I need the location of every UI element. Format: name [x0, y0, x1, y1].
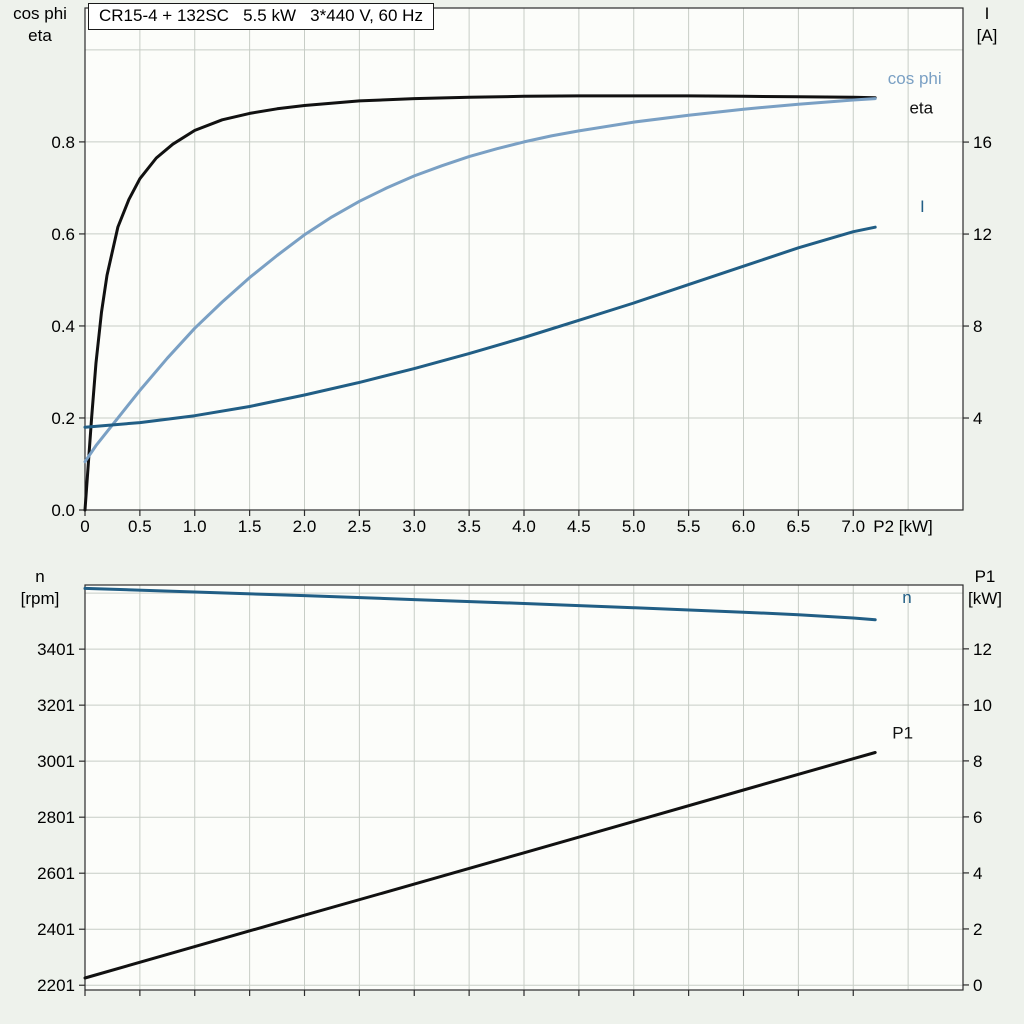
axis-ticks — [79, 141, 969, 516]
x-tick-label: 7.0 — [841, 517, 865, 536]
tick-labels: 0.0 0.2 0.4 0.6 0.8 4 8 12 16 0 0.5 1.0 1.5 2.0 2.5 3.0… — [51, 133, 992, 536]
x-tick-label: 4.5 — [567, 517, 591, 536]
chart-top: 0.0 0.2 0.4 0.6 0.8 4 8 12 16 0 0.5 1.0 1.5 2.0 2.5 3.0… — [51, 7, 992, 536]
top-left-axis-label: cos phi eta — [2, 3, 78, 47]
x-tick-label: 0.5 — [128, 517, 152, 536]
left-tick-label: 0.2 — [51, 409, 75, 428]
right-tick-label: 12 — [973, 225, 992, 244]
curve-label-p1: P1 — [892, 723, 913, 742]
left-tick-label: 2801 — [37, 808, 75, 827]
bottom-left-axis-label: n [rpm] — [2, 566, 78, 610]
right-tick-label: 0 — [973, 976, 982, 995]
axis-label-current: I — [984, 4, 990, 23]
tick-labels: 2201 2401 2601 2801 3001 3201 3401 0 2 4 6 8 10 12 — [37, 640, 992, 995]
right-tick-label: 10 — [973, 696, 992, 715]
axis-unit-amps: [A] — [976, 26, 998, 45]
x-axis-unit-label: P2 [kW] — [873, 517, 933, 536]
x-tick-label: 0 — [80, 517, 89, 536]
left-tick-label: 0.4 — [51, 317, 75, 336]
axis-label-cos-phi: cos phi — [13, 4, 67, 23]
left-tick-label: 3401 — [37, 640, 75, 659]
gridlines — [85, 8, 963, 510]
curve-cos-phi — [83, 97, 877, 464]
x-tick-label: 2.5 — [348, 517, 372, 536]
left-tick-label: 0.6 — [51, 225, 75, 244]
x-tick-label: 4.0 — [512, 517, 536, 536]
axis-label-p1: P1 — [974, 567, 996, 586]
left-tick-label: 2601 — [37, 864, 75, 883]
left-tick-label: 0.8 — [51, 133, 75, 152]
left-tick-label: 2201 — [37, 976, 75, 995]
x-tick-label: 3.5 — [457, 517, 481, 536]
chart-bottom: 2201 2401 2601 2801 3001 3201 3401 0 2 4 6 8 10 12 n P1 — [37, 584, 992, 996]
left-tick-label: 0.0 — [51, 501, 75, 520]
right-tick-label: 8 — [973, 752, 982, 771]
x-tick-label: 2.0 — [293, 517, 317, 536]
x-tick-label: 6.5 — [787, 517, 811, 536]
curve-label-i: I — [920, 197, 925, 216]
right-tick-label: 8 — [973, 317, 982, 336]
right-tick-label: 12 — [973, 640, 992, 659]
x-tick-label: 3.0 — [402, 517, 426, 536]
bottom-right-axis-label: P1 [kW] — [954, 566, 1016, 610]
axis-ticks — [79, 648, 969, 996]
curve-n — [83, 586, 877, 622]
left-tick-label: 2401 — [37, 920, 75, 939]
chart-title: CR15-4 + 132SC 5.5 kW 3*440 V, 60 Hz — [88, 3, 434, 30]
gridlines — [85, 585, 963, 990]
curve-label-cos-phi: cos phi — [888, 69, 942, 88]
x-tick-label: 5.5 — [677, 517, 701, 536]
right-tick-label: 16 — [973, 133, 992, 152]
right-tick-label: 4 — [973, 409, 982, 428]
left-tick-label: 3201 — [37, 696, 75, 715]
x-tick-label: 1.0 — [183, 517, 207, 536]
curve-i — [83, 225, 877, 429]
top-right-axis-label: I [A] — [958, 3, 1016, 47]
axis-unit-kw: [kW] — [968, 589, 1002, 608]
right-tick-label: 2 — [973, 920, 982, 939]
x-tick-label: 5.0 — [622, 517, 646, 536]
curve-eta — [83, 94, 877, 512]
curve-p1 — [83, 751, 877, 980]
axis-label-eta: eta — [28, 26, 52, 45]
curve-label-eta: eta — [909, 98, 933, 117]
x-tick-label: 6.0 — [732, 517, 756, 536]
right-tick-label: 6 — [973, 808, 982, 827]
axis-label-speed: n — [35, 567, 45, 586]
x-tick-label: 1.5 — [238, 517, 262, 536]
left-tick-label: 3001 — [37, 752, 75, 771]
right-tick-label: 4 — [973, 864, 982, 883]
curve-label-n: n — [902, 588, 911, 607]
axis-unit-rpm: [rpm] — [20, 589, 60, 608]
